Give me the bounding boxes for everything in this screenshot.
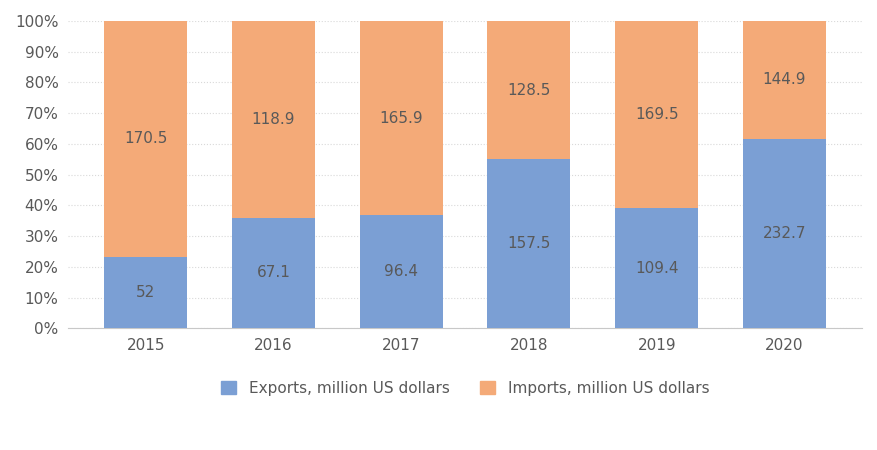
Text: 67.1: 67.1 [257, 266, 290, 280]
Bar [615, 21, 698, 208]
Text: 128.5: 128.5 [507, 82, 551, 98]
Text: 52: 52 [136, 285, 155, 300]
Text: 169.5: 169.5 [635, 107, 679, 122]
Bar [615, 208, 698, 328]
Legend: Exports, million US dollars, Imports, million US dollars: Exports, million US dollars, Imports, mi… [213, 373, 717, 403]
Text: 170.5: 170.5 [125, 131, 168, 146]
Bar [104, 256, 188, 328]
Text: 157.5: 157.5 [507, 236, 551, 251]
Text: 109.4: 109.4 [635, 261, 679, 276]
Bar [360, 216, 443, 328]
Text: 96.4: 96.4 [384, 265, 418, 279]
Bar [104, 21, 188, 256]
Bar [232, 217, 315, 328]
Bar [743, 21, 826, 139]
Bar [360, 21, 443, 216]
Text: 118.9: 118.9 [252, 112, 296, 127]
Bar [743, 139, 826, 328]
Text: 144.9: 144.9 [763, 72, 806, 87]
Text: 165.9: 165.9 [380, 111, 423, 126]
Bar [488, 159, 570, 328]
Bar [488, 21, 570, 159]
Bar [232, 21, 315, 217]
Text: 232.7: 232.7 [763, 226, 806, 241]
